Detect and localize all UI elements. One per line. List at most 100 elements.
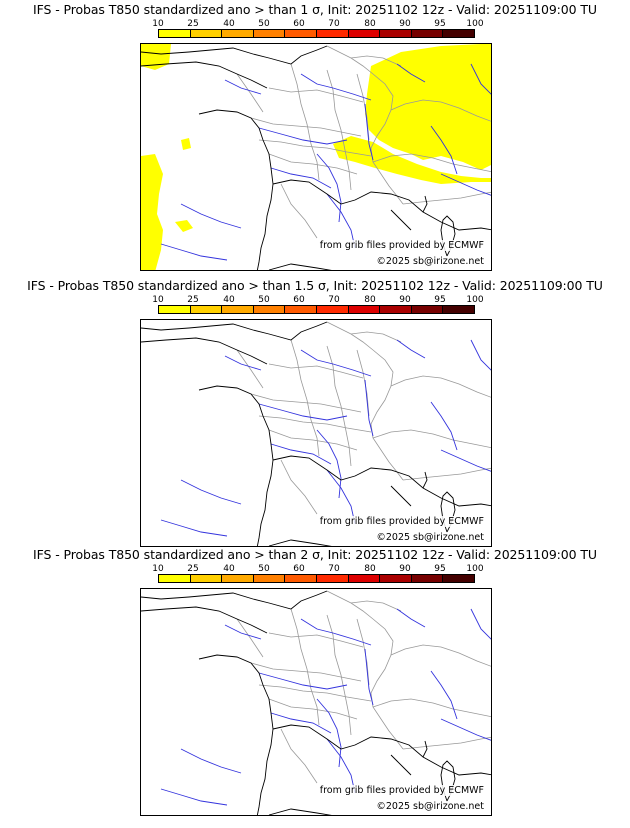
colorbar-segment: [316, 30, 349, 37]
colorbar-label: 10: [152, 564, 164, 574]
river: [470, 63, 491, 95]
colorbar-segment: [253, 306, 286, 313]
coastline: [141, 321, 328, 341]
coastline: [141, 337, 268, 365]
river: [470, 608, 491, 640]
colorbar-segment: [380, 575, 412, 582]
anomaly-area: [175, 220, 193, 232]
admin-border: [236, 618, 264, 658]
coastline: [422, 740, 428, 758]
admin-border: [290, 608, 320, 726]
anomaly-area: [181, 138, 191, 150]
anomaly-area: [365, 44, 491, 170]
colorbar: [158, 305, 475, 314]
admin-border: [390, 644, 491, 667]
admin-border: [250, 393, 362, 413]
colorbar-segment: [380, 30, 412, 37]
panel-title: IFS - Probas T850 standardized ano > tha…: [27, 278, 603, 293]
colorbar-segment: [253, 30, 286, 37]
river: [316, 698, 342, 768]
colorbar-segment: [285, 306, 317, 313]
colorbar-label: 95: [434, 295, 446, 305]
coastline: [141, 61, 268, 89]
colorbar-label: 90: [399, 564, 411, 574]
river: [364, 103, 374, 161]
river: [440, 718, 491, 741]
colorbar-label: 10: [152, 19, 164, 29]
map-panel-3: IFS - Probas T850 standardized ano > tha…: [0, 547, 630, 823]
admin-border: [326, 321, 404, 481]
colorbar-segment: [190, 575, 223, 582]
colorbar-label: 50: [258, 564, 270, 574]
river: [180, 203, 242, 229]
base-map: [141, 45, 491, 270]
colorbar-label: 50: [258, 295, 270, 305]
colorbar-segment: [348, 306, 381, 313]
river: [316, 153, 342, 223]
river: [258, 672, 348, 690]
colorbar-segment: [159, 306, 191, 313]
colorbar-label: 60: [293, 19, 305, 29]
anomaly-area: [141, 154, 163, 270]
map-france: from grib files provided by ECMWF ©2025 …: [140, 588, 492, 816]
colorbar-label: 100: [466, 19, 484, 29]
colorbar-label: 10: [152, 295, 164, 305]
admin-border: [350, 331, 402, 343]
river: [160, 519, 228, 537]
river: [396, 608, 426, 628]
colorbar-segment: [348, 575, 381, 582]
colorbar-label: 25: [187, 19, 199, 29]
colorbar-label: 60: [293, 564, 305, 574]
colorbar-label: 100: [466, 295, 484, 305]
colorbar-segment: [285, 575, 317, 582]
admin-border: [350, 600, 402, 612]
colorbar-segment: [380, 306, 412, 313]
coastline: [272, 179, 491, 231]
base-map: [141, 321, 491, 546]
colorbar-segment: [190, 306, 223, 313]
admin-border: [236, 349, 264, 389]
copyright-credit: ©2025 sb@irizone.net: [375, 256, 485, 267]
river: [224, 355, 262, 371]
colorbar-segment: [285, 30, 317, 37]
admin-border: [390, 99, 491, 122]
map-canvas: [141, 321, 491, 546]
river: [326, 469, 356, 525]
colorbar-labels: 10 25 40 50 60 70 80 90 95 100: [150, 295, 490, 307]
admin-border: [326, 45, 404, 205]
map-canvas: [141, 44, 491, 270]
colorbar-label: 25: [187, 564, 199, 574]
colorbar-segment: [443, 306, 474, 313]
river: [180, 748, 242, 774]
admin-border: [236, 73, 264, 113]
colorbar-segment: [222, 306, 254, 313]
coastline: [198, 385, 274, 546]
data-source-credit: from grib files provided by ECMWF: [318, 516, 485, 527]
colorbar-segment: [159, 30, 191, 37]
colorbar-label: 40: [223, 564, 235, 574]
admin-border: [268, 363, 364, 379]
admin-border: [268, 87, 364, 103]
colorbar-label: 80: [364, 295, 376, 305]
colorbar-segment: [411, 575, 444, 582]
coastline: [422, 471, 428, 489]
river: [396, 63, 426, 83]
coastline: [272, 724, 491, 776]
colorbar-labels: 10 25 40 50 60 70 80 90 95 100: [150, 564, 490, 576]
river: [396, 339, 426, 359]
admin-border: [326, 590, 404, 750]
river: [300, 349, 372, 377]
coastline: [268, 263, 332, 270]
admin-border: [280, 459, 318, 515]
data-source-credit: from grib files provided by ECMWF: [318, 240, 485, 251]
colorbar-segment: [348, 30, 381, 37]
river: [316, 429, 342, 499]
coastline: [422, 195, 428, 213]
river: [160, 243, 228, 261]
river: [270, 443, 332, 465]
colorbar-label: 60: [293, 295, 305, 305]
colorbar-segment: [222, 575, 254, 582]
river: [364, 648, 374, 706]
river: [258, 127, 348, 145]
admin-border: [250, 117, 362, 137]
